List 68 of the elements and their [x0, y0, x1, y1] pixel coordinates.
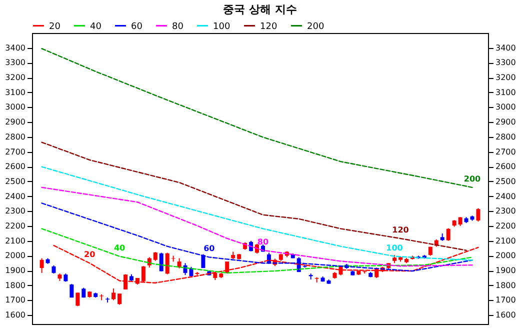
y-tick-label: 2500: [5, 176, 26, 186]
text: 200: [464, 174, 481, 184]
y-tick-label: 2600: [5, 162, 26, 172]
y-tick-label: 3100: [5, 88, 26, 97]
candlestick: [476, 208, 480, 222]
y-tick-label: 2000: [5, 251, 26, 260]
text: 60: [204, 244, 215, 254]
candlestick: [165, 252, 170, 275]
y-tick-label: 3200: [5, 73, 26, 82]
chart-title: 중국 상해 지수: [223, 3, 297, 16]
line-series: [41, 186, 473, 267]
y-tick-label: 3300: [5, 58, 26, 68]
y2-tick-label: 3100: [496, 88, 516, 97]
legend-label: 80: [172, 22, 184, 32]
y-tick-label: 2100: [5, 236, 26, 246]
y2-tick-label: 3400: [496, 43, 516, 52]
candlestick: [147, 256, 152, 268]
y2-tick-label: 2200: [496, 222, 516, 231]
y-tick-label: 2800: [5, 132, 26, 142]
y2-tick-label: 2500: [496, 176, 516, 186]
y2-tick-label: 2100: [496, 236, 516, 246]
candlestick: [446, 228, 450, 242]
legend-label: 40: [90, 22, 102, 32]
candlestick: [70, 283, 74, 298]
candlestick: [76, 292, 80, 307]
candlestick: [112, 288, 116, 301]
y2-tick-label: 2300: [496, 206, 516, 216]
line-series: [41, 228, 473, 274]
y2-tick-label: 3200: [496, 73, 516, 82]
y2-tick-label: 1600: [496, 310, 516, 320]
y-tick-label: 2200: [5, 222, 26, 231]
legend-label: 200: [307, 22, 324, 32]
y2-tick-label: 1800: [496, 280, 516, 290]
y2-tick-label: 1900: [496, 266, 516, 276]
y-tick-label: 1900: [5, 266, 26, 276]
y-tick-label: 2400: [5, 192, 26, 201]
text: 80: [257, 237, 269, 246]
legend-label: 120: [260, 22, 278, 32]
y2-tick-label: 2000: [496, 251, 516, 260]
candlestick: [118, 293, 122, 306]
y2-tick-label: 2700: [496, 147, 516, 156]
y2-tick-label: 3000: [496, 102, 516, 112]
y-tick-label: 3000: [5, 102, 26, 112]
legend-label: 100: [213, 22, 230, 32]
text: 40: [114, 243, 126, 252]
y-tick-label: 1800: [5, 280, 26, 290]
y-tick-label: 3400: [5, 43, 26, 52]
y-tick-label: 1600: [5, 310, 26, 320]
text: 120: [392, 225, 409, 234]
text: 20: [49, 22, 60, 32]
y2-tick-label: 1700: [496, 296, 516, 305]
y2-tick-label: 2800: [496, 132, 516, 142]
text: 100: [386, 243, 403, 252]
y-tick-label: 2900: [5, 118, 26, 127]
y2-tick-label: 2600: [496, 162, 516, 172]
y-tick-label: 1700: [5, 296, 26, 305]
y2-tick-label: 2400: [496, 192, 516, 201]
y2-tick-label: 3300: [496, 58, 516, 68]
candlestick: [159, 252, 164, 272]
candlestick: [171, 255, 176, 262]
y-tick-label: 2300: [5, 206, 26, 216]
line-series: [41, 202, 473, 272]
y-tick-label: 2700: [5, 147, 26, 156]
legend-label: 60: [131, 22, 143, 32]
candlestick: [40, 258, 44, 274]
candlestick: [201, 254, 206, 269]
series-label: 20: [84, 250, 96, 260]
y2-tick-label: 2900: [496, 118, 516, 127]
